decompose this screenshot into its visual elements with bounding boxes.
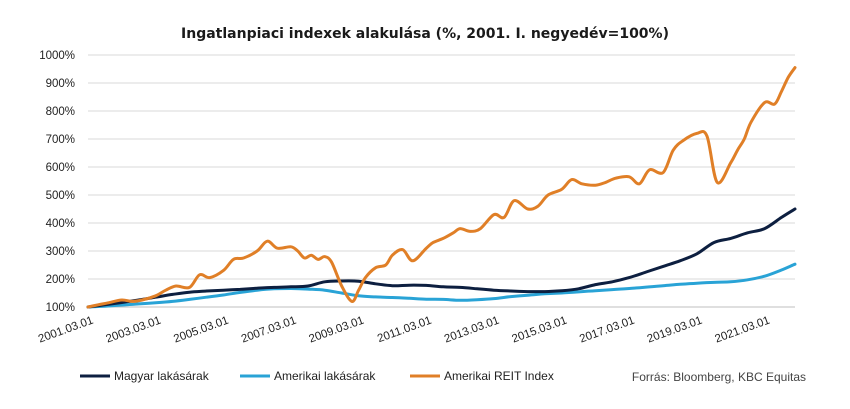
y-tick-label: 900%: [46, 78, 75, 90]
y-tick-label: 1000%: [39, 50, 75, 62]
x-tick-label: 2017.03.01: [578, 315, 636, 346]
legend-label: Amerikai lakásárak: [274, 369, 376, 383]
series-line-0: [86, 207, 797, 309]
y-tick-label: 100%: [46, 302, 75, 314]
y-tick-label: 300%: [46, 246, 75, 258]
x-tick-label: 2007.03.01: [240, 315, 298, 346]
y-tick-label: 700%: [46, 134, 75, 146]
y-tick-label: 800%: [46, 106, 75, 118]
y-tick-label: 400%: [46, 218, 75, 230]
x-tick-label: 2005.03.01: [172, 315, 230, 346]
x-tick-label: 2013.03.01: [443, 315, 501, 346]
legend-label: Amerikai REIT Index: [444, 369, 554, 383]
y-tick-label: 600%: [46, 162, 75, 174]
x-axis: 2001.03.01 2003.03.01 2005.03.01 2007.03.01…: [37, 315, 772, 346]
x-tick-label: 2019.03.01: [646, 315, 704, 346]
gridlines: [88, 54, 795, 308]
series-line-2: [86, 66, 797, 309]
x-tick-label: 2009.03.01: [307, 315, 365, 346]
legend: Magyar lakásárak Amerikai lakásárak Amerik…: [80, 369, 554, 383]
y-tick-label: 200%: [46, 274, 75, 286]
series-lines: [86, 66, 797, 309]
y-tick-label: 500%: [46, 190, 75, 202]
series-line-1: [86, 262, 797, 309]
source-note: Forrás: Bloomberg, KBC Equitas: [632, 370, 806, 384]
x-tick-label: 2011.03.01: [376, 315, 433, 346]
x-tick-label: 2003.03.01: [104, 315, 162, 346]
chart-title: Ingatlanpiaci indexek alakulása (%, 2001…: [181, 26, 669, 42]
y-axis: 100% 200% 300% 400% 500% 600% 700% 800% 900% 1000…: [39, 50, 75, 314]
x-tick-label: 2015.03.01: [510, 315, 568, 346]
x-tick-label: 2001.03.01: [37, 315, 95, 346]
x-tick-label: 2021.03.01: [713, 315, 771, 346]
legend-label: Magyar lakásárak: [114, 369, 210, 383]
